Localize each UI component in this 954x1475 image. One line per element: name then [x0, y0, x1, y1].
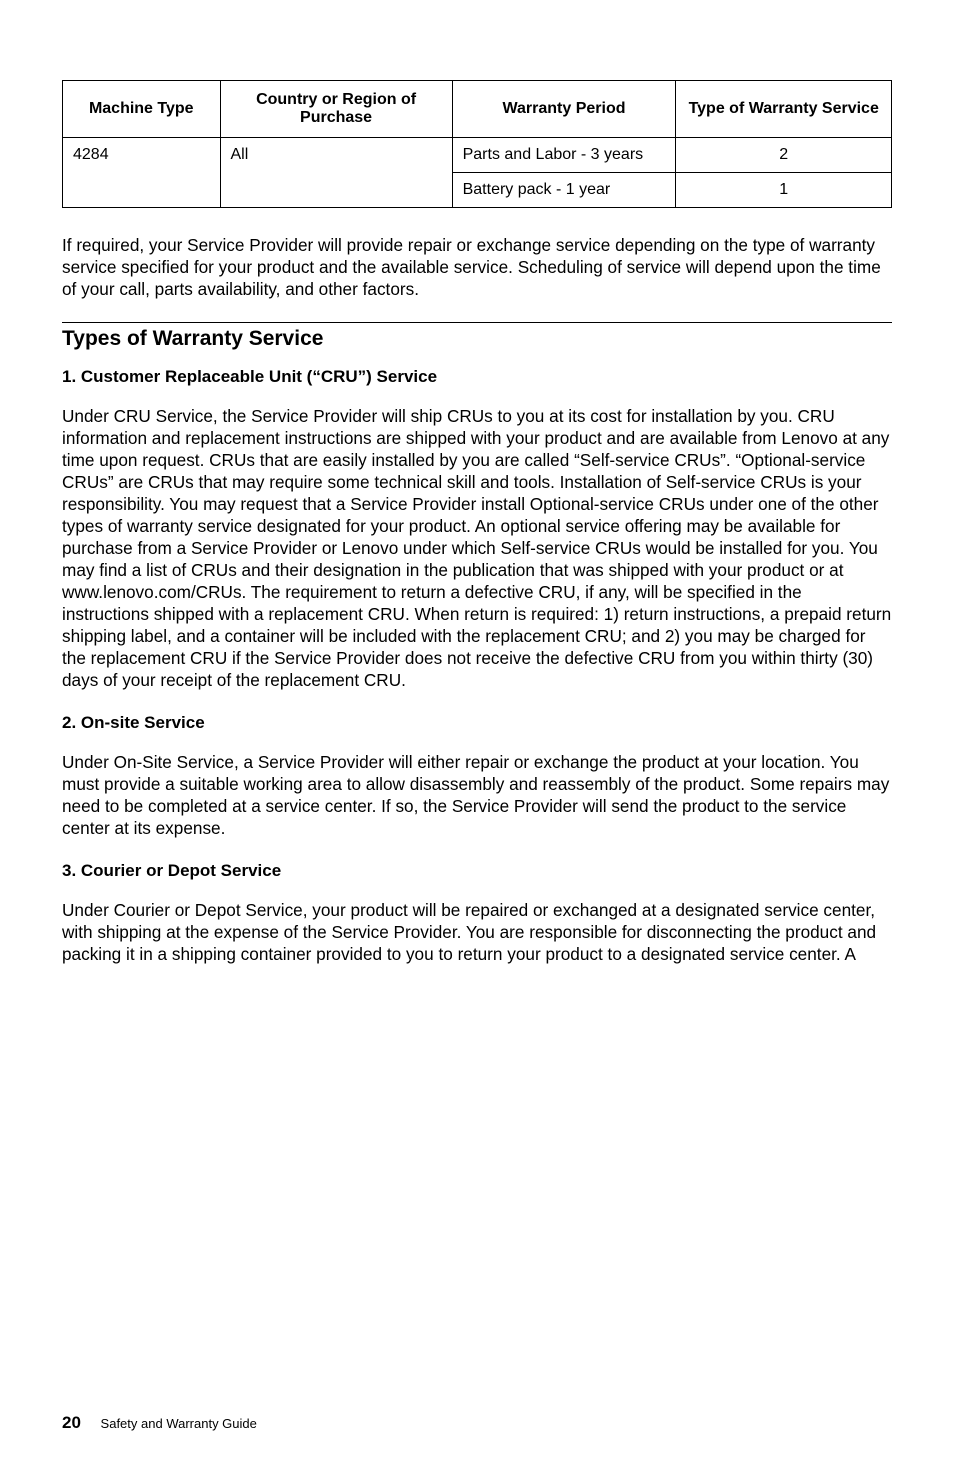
- cell-service: 2: [676, 138, 892, 173]
- cell-period: Parts and Labor - 3 years: [452, 138, 676, 173]
- document-page: Machine Type Country or Region of Purcha…: [0, 0, 954, 1475]
- intro-paragraph: If required, your Service Provider will …: [62, 234, 892, 300]
- page-footer: 20 Safety and Warranty Guide: [62, 1413, 257, 1433]
- table-header-row: Machine Type Country or Region of Purcha…: [63, 81, 892, 138]
- subsection-body: Under CRU Service, the Service Provider …: [62, 405, 892, 691]
- cell-country: All: [220, 138, 452, 208]
- cell-period: Battery pack - 1 year: [452, 173, 676, 208]
- subsection-body: Under Courier or Depot Service, your pro…: [62, 899, 892, 965]
- cell-service: 1: [676, 173, 892, 208]
- header-service: Type of Warranty Service: [676, 81, 892, 138]
- cell-machine-type: 4284: [63, 138, 221, 208]
- subsection-body: Under On-Site Service, a Service Provide…: [62, 751, 892, 839]
- page-number: 20: [62, 1413, 81, 1432]
- section-title: Types of Warranty Service: [62, 327, 892, 351]
- subsection-heading: 2. On-site Service: [62, 713, 892, 733]
- header-period: Warranty Period: [452, 81, 676, 138]
- document-title: Safety and Warranty Guide: [101, 1416, 257, 1431]
- header-country: Country or Region of Purchase: [220, 81, 452, 138]
- subsection-heading: 1. Customer Replaceable Unit (“CRU”) Ser…: [62, 367, 892, 387]
- section-divider: [62, 322, 892, 323]
- subsection-heading: 3. Courier or Depot Service: [62, 861, 892, 881]
- warranty-table: Machine Type Country or Region of Purcha…: [62, 80, 892, 208]
- table-row: 4284 All Parts and Labor - 3 years 2: [63, 138, 892, 173]
- header-machine-type: Machine Type: [63, 81, 221, 138]
